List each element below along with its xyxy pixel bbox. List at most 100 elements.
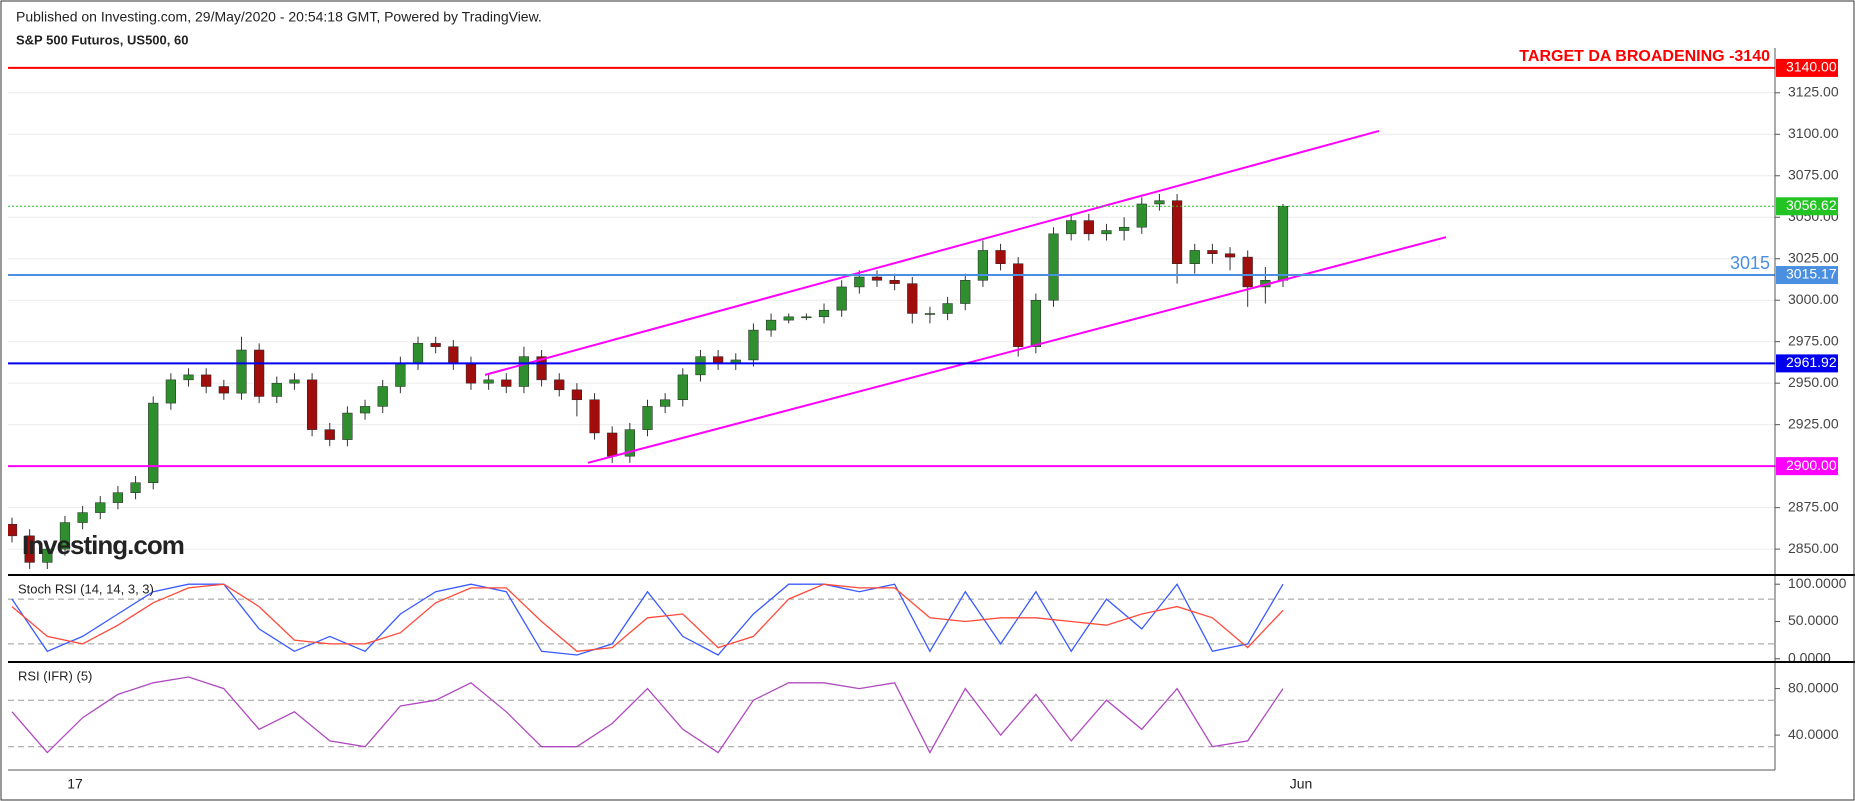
level-label-box: [1776, 58, 1838, 77]
candle-body: [289, 379, 300, 384]
candle-body: [8, 523, 18, 537]
candle-body: [430, 343, 441, 347]
candle-body: [95, 502, 106, 513]
y-tick-label: 3025.00: [1788, 249, 1839, 265]
candle-body: [465, 363, 477, 384]
candle-body: [148, 402, 159, 483]
y-tick-label: 2850.00: [1788, 540, 1839, 556]
candle-body: [801, 316, 812, 319]
candle-body: [518, 356, 530, 387]
trendline: [484, 130, 1380, 376]
candle-body: [1189, 250, 1200, 264]
level-label: 3140.00: [1786, 59, 1837, 75]
candle-body: [412, 343, 424, 364]
indicator-title: Stoch RSI (14, 14, 3, 3): [18, 581, 154, 596]
candle-body: [642, 406, 653, 430]
y-tick-label: 40.0000: [1788, 726, 1839, 742]
candle-body: [1066, 220, 1077, 235]
level-label: 3056.62: [1786, 197, 1837, 213]
candle-body: [554, 379, 565, 391]
panel: [8, 676, 1775, 754]
candle-body: [218, 386, 229, 394]
candle-body: [1030, 299, 1041, 347]
annotation: TARGET DA BROADENING -3140: [1519, 48, 1770, 65]
annotation: 3015: [1730, 253, 1770, 273]
candle-body: [589, 399, 600, 434]
level-label: 3015.17: [1786, 266, 1837, 282]
candle-body: [1242, 256, 1253, 288]
candle-body: [130, 482, 141, 493]
y-tick-label: 3100.00: [1788, 125, 1839, 141]
candle-body: [536, 356, 547, 381]
candle-body: [359, 406, 371, 414]
candle-body: [483, 379, 494, 384]
candle-body: [1048, 233, 1059, 301]
candle-body: [907, 283, 918, 314]
panel: [8, 583, 1775, 656]
candle-body: [1101, 230, 1112, 235]
candle-body: [624, 429, 635, 457]
watermark: Investing.com: [22, 530, 184, 560]
candle-body: [112, 492, 124, 503]
candle-body: [306, 379, 318, 430]
published-note: Published on Investing.com, 29/May/2020 …: [16, 9, 542, 25]
candle-body: [889, 280, 900, 284]
candle-body: [254, 349, 265, 397]
candle-body: [1136, 203, 1147, 228]
candle-body: [1207, 250, 1218, 255]
y-tick-label: 80.0000: [1788, 679, 1839, 695]
candle-body: [960, 280, 971, 304]
candle-body: [42, 548, 53, 563]
candle-body: [24, 535, 35, 563]
candle-body: [713, 356, 724, 364]
indicator-title: RSI (IFR) (5): [18, 668, 92, 683]
panel: TARGET DA BROADENING -3140: [8, 48, 1775, 570]
candle-body: [501, 379, 512, 387]
y-tick-label: 3125.00: [1788, 84, 1839, 100]
symbol-title: S&P 500 Futuros, US500, 60: [16, 32, 188, 47]
level-label: 2900.00: [1786, 457, 1837, 473]
candle-body: [942, 303, 953, 314]
candle-body: [395, 363, 406, 387]
candle-body: [607, 432, 618, 457]
x-tick-label: 17: [67, 776, 83, 792]
candle-body: [1013, 263, 1024, 347]
candle-body: [165, 379, 176, 404]
candle-body: [836, 286, 847, 311]
level-label: 2961.92: [1786, 354, 1837, 370]
candle-body: [818, 309, 830, 318]
candle-body: [677, 374, 688, 401]
candle-body: [783, 316, 794, 321]
candle-body: [201, 374, 212, 387]
level-label-box: [1776, 457, 1838, 476]
indicator-line: [11, 676, 1284, 754]
candle-body: [1224, 253, 1236, 258]
y-tick-label: 3075.00: [1788, 166, 1839, 182]
candle-body: [183, 374, 194, 381]
y-tick-label: 3000.00: [1788, 291, 1839, 307]
level-label-box: [1776, 197, 1838, 216]
candle-body: [448, 346, 459, 364]
candle-body: [1171, 200, 1183, 264]
y-tick-label: 0.0000: [1788, 649, 1831, 665]
candle-body: [871, 276, 883, 281]
candle-body: [1119, 226, 1130, 231]
y-tick-label: 2875.00: [1788, 498, 1839, 514]
candle-body: [324, 429, 335, 440]
candle-body: [660, 399, 671, 407]
candle-body: [977, 250, 989, 281]
level-label-box: [1776, 266, 1838, 285]
candle-body: [271, 382, 282, 397]
y-tick-label: 2925.00: [1788, 415, 1839, 431]
candle-body: [1083, 220, 1094, 235]
y-tick-label: 2975.00: [1788, 332, 1839, 348]
candle-body: [342, 412, 353, 440]
candle-body: [59, 522, 71, 550]
indicator-line: [11, 583, 1284, 652]
candle-body: [236, 349, 247, 394]
candle-body: [377, 386, 388, 407]
y-tick-label: 50.0000: [1788, 612, 1839, 628]
